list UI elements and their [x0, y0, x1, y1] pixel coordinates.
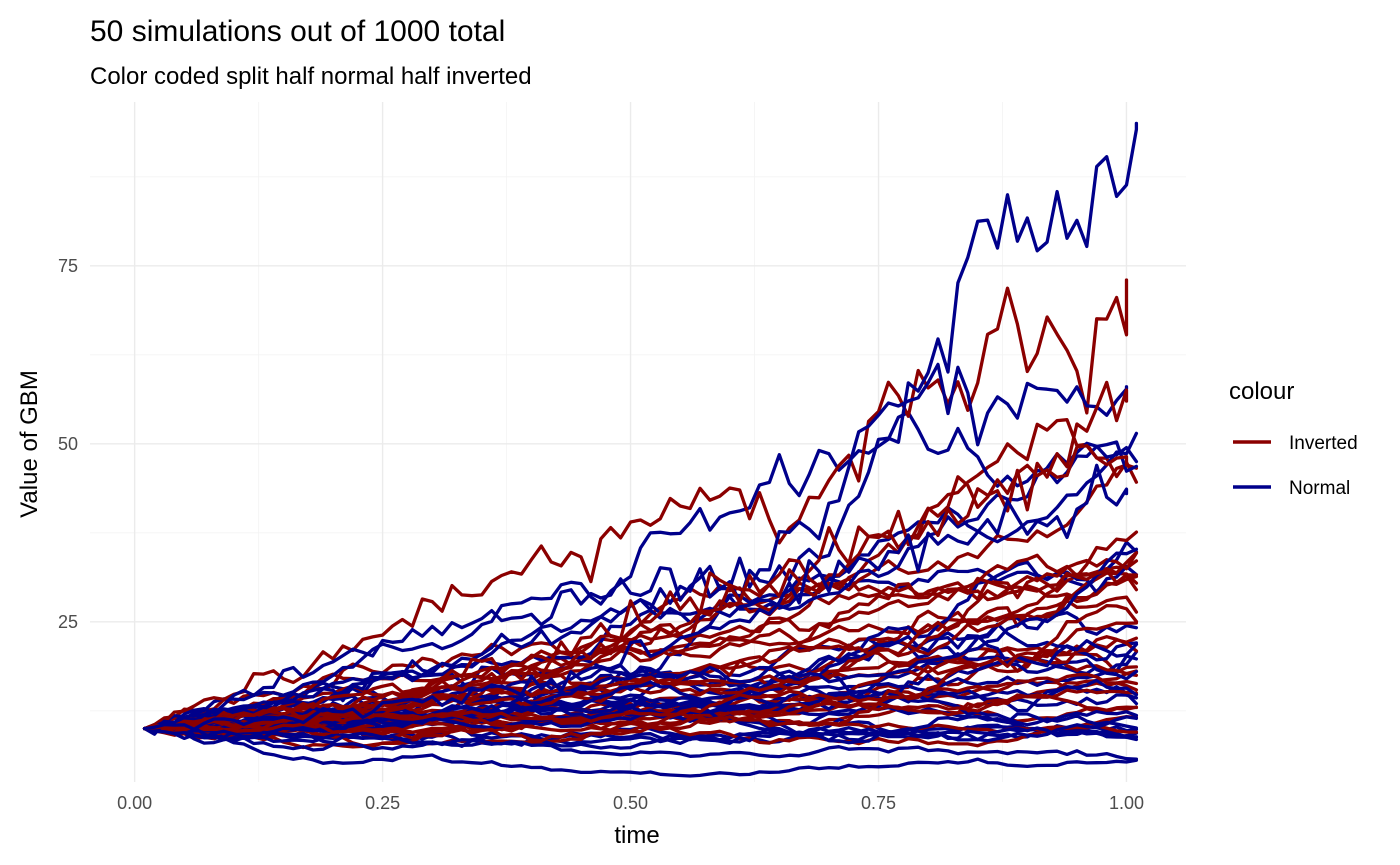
- simulation-path: [142, 688, 1139, 748]
- legend-label-normal: Normal: [1289, 478, 1350, 499]
- y-axis-title: Value of GBM: [16, 370, 43, 518]
- x-axis-title: time: [614, 822, 659, 849]
- y-tick-label: 50: [58, 434, 78, 454]
- simulation-path: [142, 463, 1129, 731]
- x-tick-label: 0.50: [613, 793, 648, 813]
- legend-label-inverted: Inverted: [1289, 433, 1358, 454]
- simulation-path: [142, 121, 1139, 731]
- x-tick-label: 0.25: [365, 793, 400, 813]
- legend: colour Inverted Normal: [1229, 378, 1358, 499]
- y-tick-label: 25: [58, 612, 78, 632]
- simulation-path: [142, 573, 1139, 731]
- simulation-path: [142, 278, 1129, 731]
- y-tick-label: 75: [58, 256, 78, 276]
- x-tick-label: 0.00: [117, 793, 152, 813]
- simulation-path: [142, 410, 1139, 731]
- simulation-path: [142, 362, 1129, 736]
- simulation-path: [142, 444, 1129, 731]
- x-axis-ticks: 0.00 0.25 0.50 0.75 1.00: [117, 793, 1144, 813]
- x-tick-label: 1.00: [1109, 793, 1144, 813]
- series-lines: [142, 121, 1139, 778]
- y-axis-ticks: 25 50 75: [58, 256, 78, 632]
- x-tick-label: 0.75: [861, 793, 896, 813]
- chart-title: 50 simulations out of 1000 total: [90, 15, 505, 48]
- simulation-path: [142, 639, 1139, 740]
- simulation-path: [142, 722, 1139, 752]
- simulation-path: [142, 547, 1139, 735]
- simulation-path: [142, 603, 1139, 743]
- chart-subtitle: Color coded split half normal half inver…: [90, 63, 532, 90]
- simulation-path: [142, 726, 1139, 761]
- simulation-path: [142, 725, 1139, 778]
- legend-title: colour: [1229, 378, 1294, 405]
- simulation-path: [142, 693, 1139, 733]
